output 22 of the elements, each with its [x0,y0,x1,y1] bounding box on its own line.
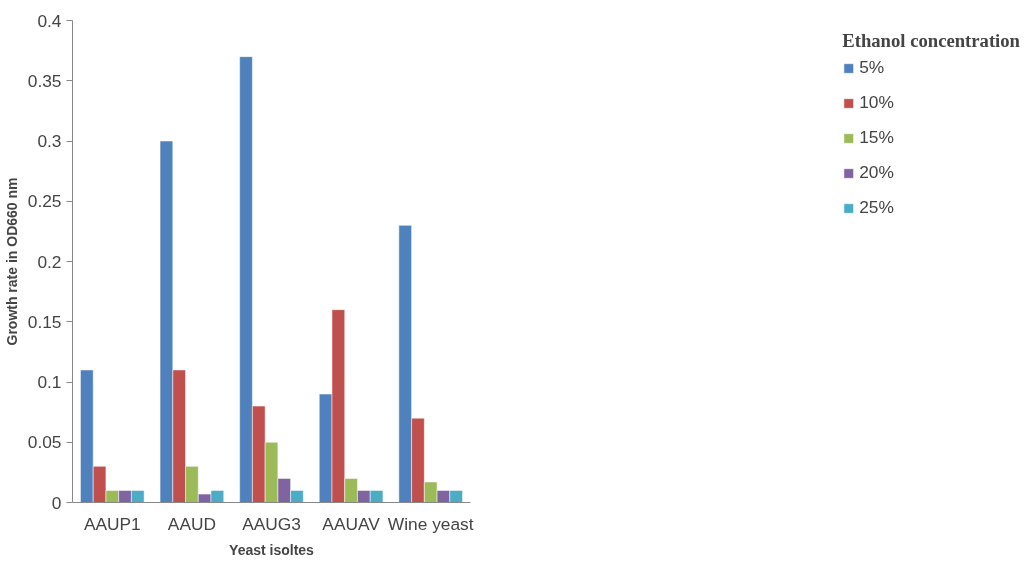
y-tick-label: 0.4 [37,10,62,31]
x-tick-label: AAUG3 [242,513,301,534]
legend-label: 20% [859,162,894,183]
y-tick-label: 0 [51,492,62,513]
y-tick-label: 0.1 [37,372,62,392]
y-tick-label: 0.15 [27,311,62,332]
legend-label: 5% [859,57,885,78]
x-axis-title: Yeast isoltes [229,541,315,558]
y-axis-title: Growth rate in OD660 nm [3,177,20,346]
legend-label: 10% [859,92,894,113]
y-tick-label: 0.25 [27,191,62,212]
x-tick-label: Wine yeast [387,513,474,534]
y-tick-label: 0.3 [37,131,62,151]
legend-label: 15% [859,127,894,148]
y-tick-label: 0.2 [37,251,62,272]
legend-title: Ethanol concentration [842,30,1020,52]
legend-label: 25% [859,197,894,218]
y-tick-label: 0.35 [27,70,62,91]
y-tick-label: 0.05 [27,432,62,453]
x-tick-label: AAUAV [322,513,381,534]
x-tick-label: AAUP1 [83,513,141,534]
x-tick-label: AAUD [167,513,216,534]
